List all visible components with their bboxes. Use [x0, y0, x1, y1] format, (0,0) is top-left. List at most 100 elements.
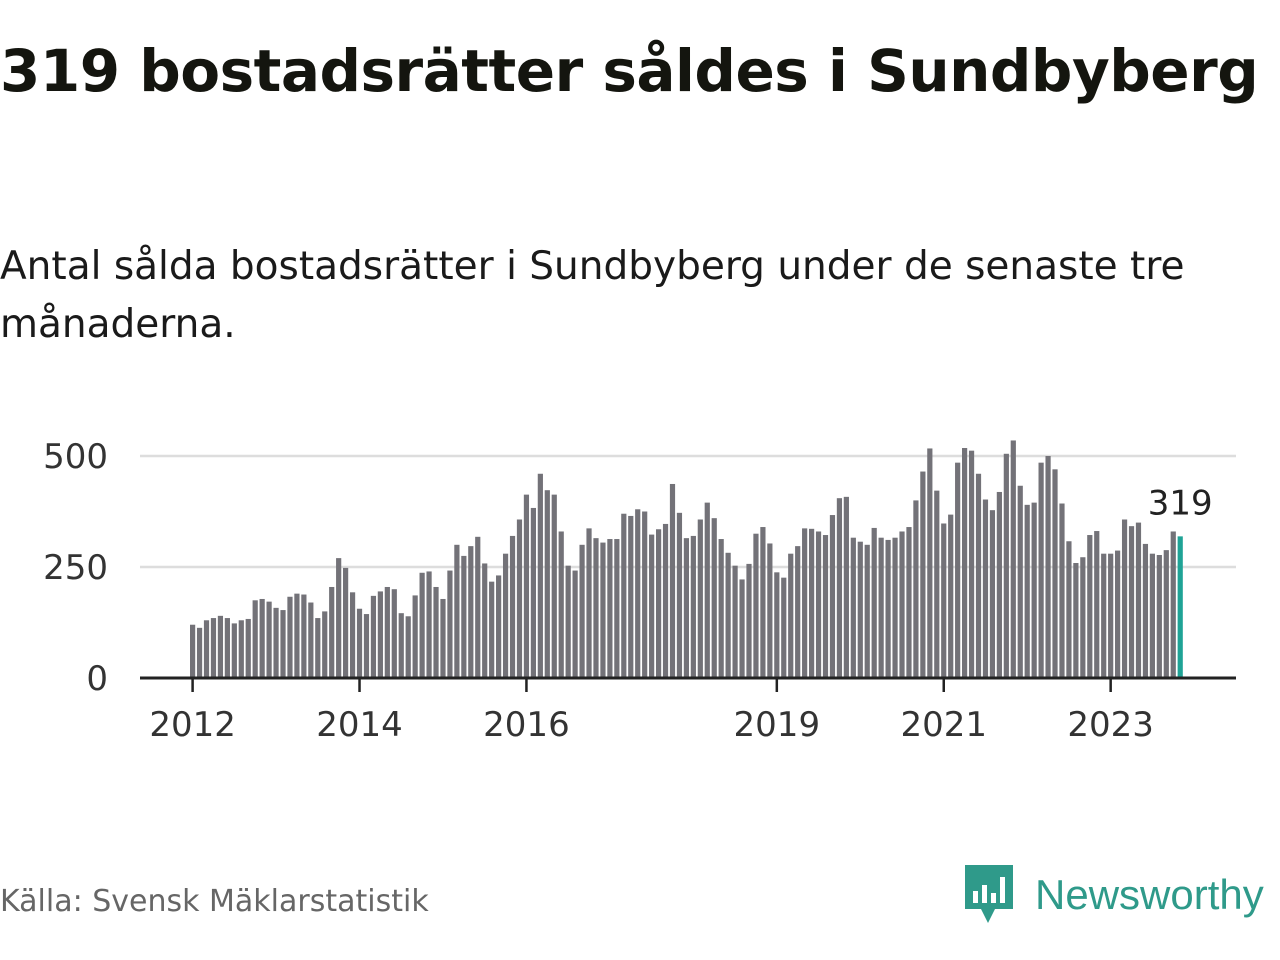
bar: [398, 613, 404, 678]
bar: [322, 611, 328, 678]
bar: [516, 519, 523, 678]
bar: [343, 567, 349, 678]
bar: [259, 598, 265, 678]
x-tick-label: 2019: [734, 705, 821, 745]
bar: [718, 539, 724, 678]
bar: [878, 537, 884, 678]
bar: [669, 483, 676, 678]
bar: [245, 618, 251, 678]
bar: [426, 571, 432, 678]
bar: [196, 627, 203, 678]
bar: [962, 448, 968, 678]
bar: [934, 490, 940, 678]
bar: [1010, 440, 1016, 678]
bar: [843, 496, 849, 678]
bar: [1066, 541, 1072, 678]
bar: [864, 544, 870, 678]
bar: [871, 527, 877, 678]
bar: [1115, 550, 1121, 678]
bar: [683, 538, 690, 678]
bar: [822, 535, 829, 678]
bar: [836, 498, 843, 678]
x-ticks: 2012 2014 2016 2019 2021 2023: [149, 678, 1154, 745]
bar: [996, 491, 1002, 678]
brand-logo[interactable]: Newsworthy: [963, 862, 1264, 928]
bar: [447, 570, 453, 678]
bar: [857, 541, 863, 678]
bar: [1052, 469, 1058, 678]
bar: [1017, 485, 1023, 678]
bar: [1024, 504, 1030, 678]
bar: [502, 553, 509, 678]
bar: [788, 553, 794, 678]
bar: [982, 499, 989, 678]
bar: [224, 618, 230, 678]
bar: [537, 473, 543, 678]
bar: [1003, 453, 1009, 678]
bar: [975, 473, 982, 678]
bar: [1094, 531, 1100, 678]
bar: [690, 535, 696, 678]
bar: [329, 586, 335, 678]
bar: [558, 531, 564, 678]
y-tick-label: 250: [43, 548, 108, 588]
bar: [697, 519, 703, 678]
y-tick-label: 0: [86, 659, 108, 699]
bar: [1045, 456, 1051, 678]
bar: [774, 572, 780, 678]
bar: [899, 531, 905, 678]
bar: [433, 586, 439, 678]
bar: [468, 546, 474, 678]
bar: [280, 610, 286, 678]
bar: [1059, 503, 1065, 678]
bar: [642, 511, 648, 678]
bar: [572, 570, 578, 678]
bar: [252, 600, 258, 678]
bar: [767, 543, 773, 678]
bar: [1156, 555, 1162, 678]
bar: [1135, 522, 1142, 678]
bar: [676, 512, 683, 678]
bar: [454, 544, 460, 678]
bar: [523, 494, 530, 678]
brand-name: Newsworthy: [1035, 871, 1264, 918]
bar: [1121, 519, 1128, 678]
bar: [892, 537, 898, 678]
bar: [544, 490, 550, 678]
bar: [273, 607, 279, 678]
bar: [1149, 553, 1155, 678]
bar: [1128, 526, 1135, 678]
highlight-value-label: 319: [1148, 483, 1213, 523]
bar: [370, 595, 377, 678]
bar: [482, 563, 488, 678]
bar: [356, 608, 363, 678]
bar: [565, 565, 571, 678]
bar: [1031, 502, 1037, 678]
x-tick-label: 2012: [149, 705, 236, 745]
bar: [579, 544, 585, 678]
bar: [1073, 563, 1079, 678]
bar: [746, 563, 752, 678]
y-tick-label: 500: [43, 437, 108, 477]
bar: [363, 614, 370, 678]
bar: [913, 500, 919, 678]
bar: [231, 623, 237, 678]
bar: [621, 513, 627, 678]
bar: [217, 615, 224, 678]
bar: [391, 589, 397, 678]
bar: [815, 531, 822, 678]
bar: [377, 591, 383, 678]
bar: [600, 542, 606, 678]
bar: [1108, 553, 1114, 678]
bar: [440, 598, 446, 678]
source-note: Källa: Svensk Mäklarstatistik: [0, 884, 429, 919]
bar-chart: 2012 2014 2016 2019 2021 2023 0 250 500 319: [43, 437, 1236, 745]
bar: [802, 528, 808, 678]
bar: [551, 494, 557, 678]
bar: [496, 575, 502, 678]
bar: [711, 518, 717, 678]
bar: [649, 534, 655, 678]
bar: [266, 601, 272, 678]
bar: [586, 528, 592, 678]
bar: [1038, 462, 1044, 678]
